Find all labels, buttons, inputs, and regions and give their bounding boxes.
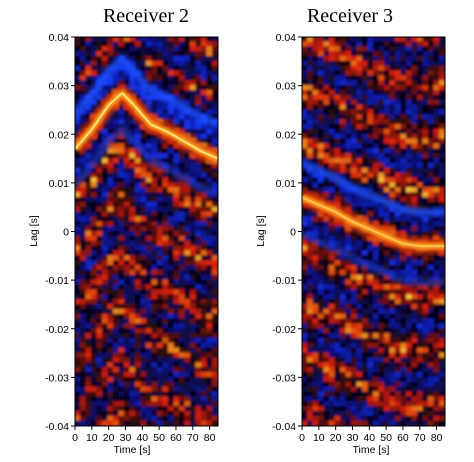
y-tick-label: 0.03 <box>49 81 70 93</box>
y-tick-label: -0.04 <box>45 421 69 433</box>
y-tick-label: -0.03 <box>45 372 69 384</box>
y-tick-label: 0.04 <box>49 32 70 44</box>
y-tick-label: 0 <box>290 227 296 239</box>
x-tick-label: 10 <box>86 432 98 444</box>
x-tick-label: 10 <box>313 432 325 444</box>
y-tick-label: 0 <box>63 227 69 239</box>
panel-title: Receiver 3 <box>307 5 393 27</box>
x-tick-label: 30 <box>120 432 132 444</box>
x-tick-label: 0 <box>299 432 305 444</box>
x-tick-label: 20 <box>330 432 342 444</box>
y-tick-label: -0.02 <box>45 324 69 336</box>
axes: 0 10 20 30 40 50 60 70 80 0.04 0.03 0.02 0.01 0 -0.01 -… <box>45 32 216 444</box>
x-axis-label: Time [s] <box>353 444 390 456</box>
x-tick-label: 50 <box>153 432 165 444</box>
y-tick-label: 0.02 <box>49 129 70 141</box>
x-axis-label: Time [s] <box>114 444 151 456</box>
y-tick-label: -0.02 <box>272 324 296 336</box>
y-tick-label: 0.04 <box>276 32 297 44</box>
x-tick-label: 60 <box>170 432 182 444</box>
x-tick-label: 50 <box>380 432 392 444</box>
y-tick-label: 0.02 <box>276 129 297 141</box>
panel-receiver-3: Receiver 3 0 10 20 30 40 50 60 70 80 0.04 0.03 0.02… <box>255 5 446 456</box>
panel-receiver-2: Receiver 2 0 10 20 30 40 50 60 70 80 0.04 0.03 0.02… <box>28 5 219 456</box>
panel-title: Receiver 2 <box>103 5 189 27</box>
y-tick-label: -0.01 <box>45 275 69 287</box>
x-tick-label: 70 <box>187 432 199 444</box>
x-tick-label: 80 <box>204 432 216 444</box>
x-tick-label: 0 <box>72 432 78 444</box>
x-tick-label: 60 <box>397 432 409 444</box>
y-axis-label: Lag [s] <box>28 215 40 247</box>
y-tick-label: 0.01 <box>276 178 297 190</box>
x-tick-label: 40 <box>363 432 375 444</box>
axes: 0 10 20 30 40 50 60 70 80 0.04 0.03 0.02 0.01 0 -0.01 -… <box>272 32 443 444</box>
y-tick-label: -0.03 <box>272 372 296 384</box>
y-tick-label: 0.03 <box>276 81 297 93</box>
y-tick-label: 0.01 <box>49 178 70 190</box>
x-tick-label: 40 <box>136 432 148 444</box>
ridge-layer <box>75 54 218 199</box>
heatmap-image <box>302 37 445 426</box>
x-tick-label: 80 <box>431 432 443 444</box>
y-tick-label: -0.01 <box>272 275 296 287</box>
x-tick-label: 70 <box>414 432 426 444</box>
heatmap-image <box>75 37 218 426</box>
y-tick-label: -0.04 <box>272 421 296 433</box>
y-axis-label: Lag [s] <box>255 215 267 247</box>
x-tick-label: 30 <box>347 432 359 444</box>
ridge-layer <box>302 159 445 287</box>
x-tick-label: 20 <box>103 432 115 444</box>
